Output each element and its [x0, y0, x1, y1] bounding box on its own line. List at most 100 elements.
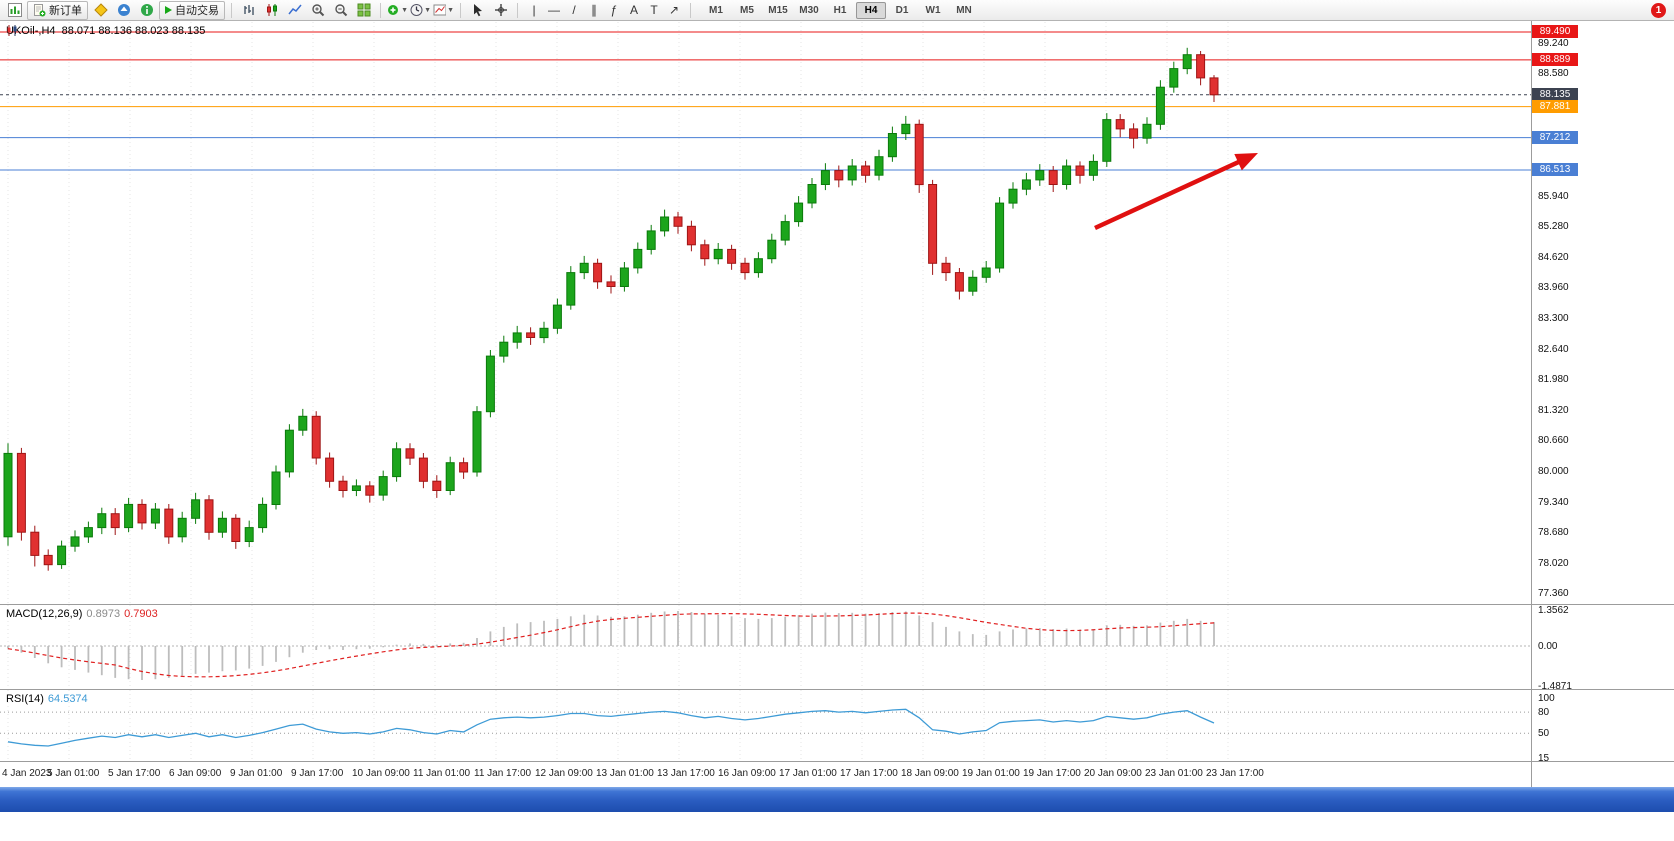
taskbar[interactable]	[0, 787, 1674, 812]
rsi-label-row: RSI(14) 64.5374	[6, 693, 88, 705]
equidistant-channel-tool[interactable]: ∥	[591, 3, 597, 17]
pane-separator[interactable]	[0, 689, 1674, 690]
toolbar: 新订单 自动交易	[0, 0, 1674, 21]
play-icon	[165, 6, 172, 14]
price-tag: 87.212	[1532, 130, 1578, 144]
chevron-down-icon: ▼	[424, 6, 431, 14]
zoom-in-icon[interactable]	[307, 1, 328, 19]
separator	[690, 2, 691, 18]
chevron-down-icon: ▼	[447, 6, 454, 14]
separator	[517, 2, 518, 18]
bar-chart-mode-icon[interactable]	[238, 1, 259, 19]
macd-axis-label: 1.3562	[1538, 605, 1569, 616]
macd-axis-label: -1.4871	[1538, 680, 1572, 692]
price-axis-label: 80.660	[1538, 435, 1569, 447]
time-label: 13 Jan 01:00	[596, 768, 654, 779]
fibonacci-retracement-tool[interactable]: ƒ	[610, 3, 618, 17]
price-axis-label: 85.280	[1538, 221, 1569, 233]
shapes-tool[interactable]: ↗	[668, 3, 680, 17]
time-label: 19 Jan 17:00	[1023, 768, 1081, 779]
horizontal-line-tool[interactable]: —	[548, 3, 560, 17]
chevron-down-icon: ▼	[401, 6, 408, 14]
time-label: 10 Jan 09:00	[352, 768, 410, 779]
timeframe-H4[interactable]: H4	[856, 1, 886, 19]
price-tag: 89.490	[1532, 25, 1578, 38]
time-axis[interactable]: 4 Jan 2023 5 Jan 01:00 5 Jan 17:00 6 Jan 09…	[0, 762, 1531, 787]
time-label: 9 Jan 17:00	[291, 768, 344, 779]
timeframe-M15[interactable]: M15	[768, 4, 788, 16]
price-axis-label: 82.640	[1538, 343, 1569, 355]
notification-badge[interactable]: 1	[1651, 2, 1666, 18]
rsi-svg	[0, 690, 1531, 761]
timeframe-W1[interactable]: W1	[925, 4, 941, 16]
time-label: 6 Jan 09:00	[169, 768, 222, 779]
templates-icon[interactable]: ▼	[433, 1, 454, 19]
chart-symbol-icon	[7, 25, 17, 36]
terminal-icon[interactable]	[136, 1, 157, 19]
time-label: 20 Jan 09:00	[1084, 768, 1142, 779]
price-tag: 88.889	[1532, 52, 1578, 66]
macd-svg	[0, 605, 1531, 689]
tile-windows-icon[interactable]	[353, 1, 374, 19]
time-label: 11 Jan 01:00	[413, 768, 471, 779]
periods-icon[interactable]: ▼	[410, 1, 431, 19]
indicators-icon[interactable]: ▼	[387, 1, 408, 19]
time-label: 16 Jan 09:00	[718, 768, 776, 779]
separator	[380, 2, 381, 18]
time-label: 19 Jan 01:00	[962, 768, 1020, 779]
timeframe-M30[interactable]: M30	[799, 4, 819, 16]
time-label: 23 Jan 01:00	[1145, 768, 1203, 779]
macd-name: MACD(12,26,9)	[6, 608, 83, 620]
rsi-axis-label: 50	[1538, 728, 1550, 740]
time-label: 9 Jan 01:00	[230, 768, 283, 779]
time-label: 17 Jan 17:00	[840, 768, 898, 779]
price-axis-label: 78.680	[1538, 527, 1569, 539]
time-label: 18 Jan 09:00	[901, 768, 959, 779]
drawing-tools-group: | — / ∥ ƒ A T ↗	[524, 1, 684, 19]
text-tool[interactable]: A	[629, 3, 638, 17]
zoom-out-icon[interactable]	[330, 1, 351, 19]
price-axis-border	[1531, 21, 1532, 787]
price-chart-svg	[0, 22, 1531, 604]
price-axis-label: 79.340	[1538, 496, 1569, 508]
trendline-tool[interactable]: /	[572, 3, 576, 17]
candlestick-mode-icon[interactable]	[261, 1, 282, 19]
pane-separator[interactable]	[0, 761, 1674, 762]
timeframe-M5[interactable]: M5	[740, 4, 754, 16]
timeframe-H1[interactable]: H1	[833, 4, 847, 16]
chart-title: UKOil-,H4 88.071 88.136 88.023 88.135	[6, 25, 206, 37]
new-order-label: 新订单	[49, 5, 82, 17]
time-label: 12 Jan 09:00	[535, 768, 593, 779]
timeframe-M1[interactable]: M1	[709, 4, 723, 16]
metaeditor-icon[interactable]	[90, 1, 111, 19]
label-tool[interactable]: T	[650, 3, 658, 17]
timeframe-MN[interactable]: MN	[956, 4, 972, 16]
price-axis-label: 83.960	[1538, 282, 1569, 294]
chart-window-icon[interactable]	[4, 1, 25, 19]
rsi-axis-label: 100	[1538, 693, 1555, 704]
price-tag: 87.881	[1532, 99, 1578, 113]
price-tag: 88.135	[1532, 87, 1578, 101]
time-label: 13 Jan 17:00	[657, 768, 715, 779]
pane-separator[interactable]	[0, 604, 1674, 605]
vertical-line-tool[interactable]: |	[532, 3, 536, 17]
rsi-pane[interactable]: RSI(14) 64.5374	[0, 690, 1531, 761]
macd-pane[interactable]: MACD(12,26,9) 0.8973 0.7903	[0, 605, 1531, 689]
auto-trading-button[interactable]: 自动交易	[159, 0, 225, 20]
time-label: 5 Jan 17:00	[108, 768, 161, 779]
new-order-button[interactable]: 新订单	[27, 0, 88, 20]
line-chart-mode-icon[interactable]	[284, 1, 305, 19]
chart-title-row: UKOil-,H4 88.071 88.136 88.023 88.135	[6, 25, 205, 37]
price-axis-label: 78.020	[1538, 557, 1569, 569]
macd-value: 0.8973	[86, 608, 121, 620]
price-axis-label: 77.360	[1538, 588, 1569, 600]
rsi-axis-label: 80	[1538, 707, 1550, 719]
macd-label-row: MACD(12,26,9) 0.8973 0.7903	[6, 608, 158, 620]
cursor-icon[interactable]	[467, 1, 488, 19]
main-chart-pane[interactable]: UKOil-,H4 88.071 88.136 88.023 88.135	[0, 22, 1531, 604]
time-label: 11 Jan 17:00	[474, 768, 532, 779]
timeframe-D1[interactable]: D1	[895, 4, 909, 16]
crosshair-icon[interactable]	[490, 1, 511, 19]
market-watch-icon[interactable]	[113, 1, 134, 19]
